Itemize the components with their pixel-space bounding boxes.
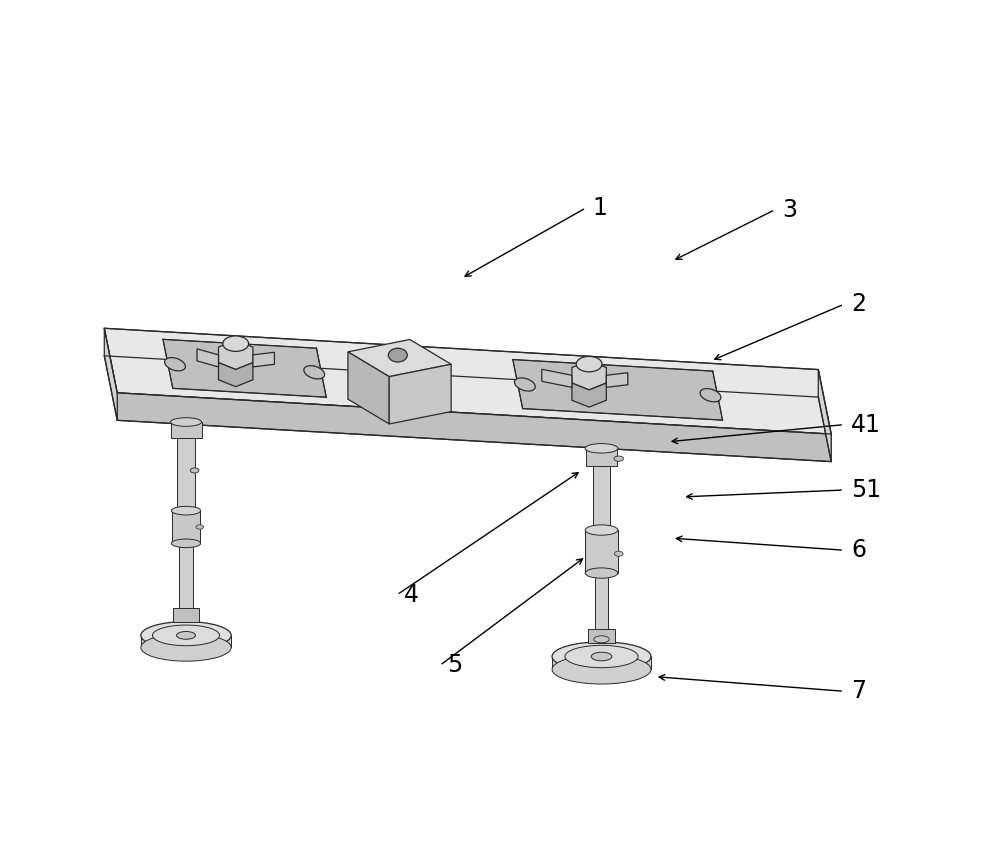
Polygon shape: [253, 352, 274, 367]
Polygon shape: [348, 352, 389, 424]
Polygon shape: [179, 544, 193, 608]
Polygon shape: [572, 383, 606, 407]
Ellipse shape: [171, 507, 201, 515]
Ellipse shape: [152, 625, 220, 646]
Ellipse shape: [614, 551, 623, 557]
Text: 2: 2: [851, 293, 866, 316]
Ellipse shape: [552, 655, 651, 684]
Ellipse shape: [165, 357, 185, 371]
Ellipse shape: [177, 632, 195, 639]
Text: 5: 5: [447, 653, 462, 677]
Text: 6: 6: [851, 539, 866, 562]
Ellipse shape: [585, 525, 618, 535]
Polygon shape: [104, 328, 117, 420]
Polygon shape: [171, 422, 202, 438]
Polygon shape: [348, 339, 451, 376]
Polygon shape: [163, 339, 326, 397]
Ellipse shape: [223, 336, 249, 351]
Polygon shape: [218, 340, 253, 369]
Ellipse shape: [171, 539, 201, 548]
Text: 4: 4: [404, 583, 419, 607]
Ellipse shape: [141, 621, 231, 649]
Ellipse shape: [594, 636, 609, 643]
Ellipse shape: [576, 356, 602, 372]
Polygon shape: [141, 635, 231, 647]
Polygon shape: [172, 511, 200, 544]
Polygon shape: [588, 629, 615, 643]
Text: 1: 1: [593, 196, 608, 220]
Text: 41: 41: [851, 413, 881, 437]
Polygon shape: [218, 362, 253, 387]
Polygon shape: [197, 349, 218, 367]
Ellipse shape: [591, 652, 612, 661]
Text: 51: 51: [851, 478, 881, 502]
Ellipse shape: [585, 568, 618, 578]
Polygon shape: [586, 448, 617, 465]
Polygon shape: [117, 393, 831, 462]
Polygon shape: [513, 360, 723, 420]
Polygon shape: [572, 361, 606, 390]
Polygon shape: [542, 369, 572, 387]
Ellipse shape: [514, 378, 535, 391]
Ellipse shape: [304, 366, 325, 379]
Polygon shape: [593, 465, 610, 530]
Polygon shape: [104, 328, 831, 434]
Ellipse shape: [196, 525, 204, 529]
Polygon shape: [595, 573, 608, 629]
Ellipse shape: [190, 468, 199, 473]
Text: 3: 3: [782, 198, 797, 222]
Ellipse shape: [585, 444, 618, 453]
Ellipse shape: [565, 646, 638, 668]
Text: 7: 7: [851, 679, 866, 703]
Ellipse shape: [614, 456, 623, 461]
Polygon shape: [177, 438, 195, 511]
Polygon shape: [585, 530, 618, 573]
Ellipse shape: [141, 633, 231, 661]
Ellipse shape: [552, 642, 651, 671]
Ellipse shape: [171, 418, 202, 426]
Polygon shape: [606, 373, 628, 387]
Polygon shape: [552, 657, 651, 670]
Ellipse shape: [700, 388, 721, 402]
Polygon shape: [818, 369, 831, 462]
Polygon shape: [173, 608, 199, 621]
Ellipse shape: [388, 349, 407, 362]
Polygon shape: [389, 364, 451, 424]
